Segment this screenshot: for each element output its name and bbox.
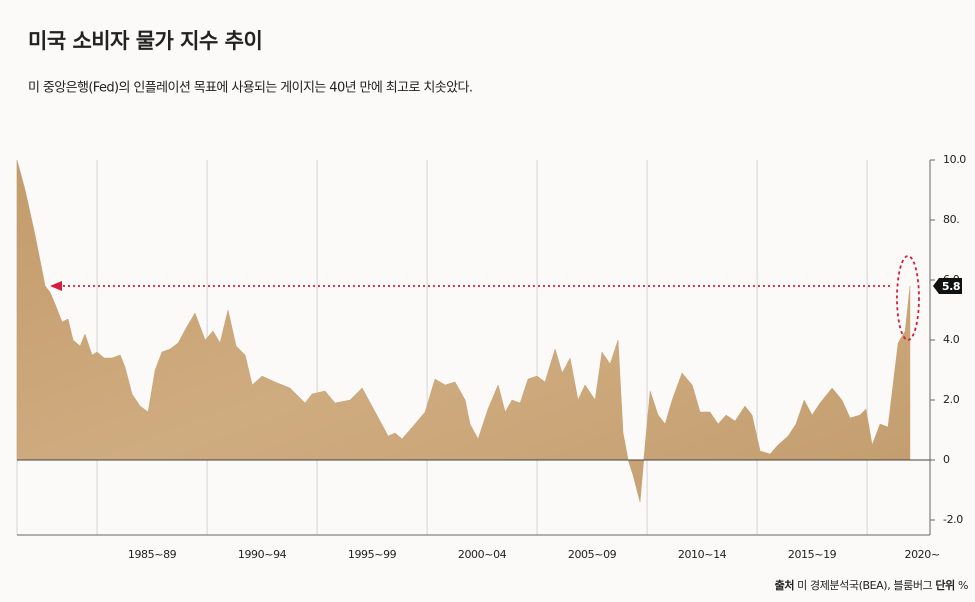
value-tag-label: 5.8 bbox=[942, 280, 960, 293]
unit-label: 단위 bbox=[935, 578, 954, 592]
chart-subtitle: 미 중앙은행(Fed)의 인플레이션 목표에 사용되는 게이지는 40년 만에 … bbox=[28, 80, 472, 96]
area bbox=[16, 159, 911, 503]
y-tick-label: 0 bbox=[943, 453, 950, 466]
arrow-head bbox=[50, 281, 62, 291]
source-note: 출처 미 경제분석국(BEA), 블룸버그 단위 % bbox=[775, 578, 968, 592]
x-tick-label: 1985~89 bbox=[128, 548, 177, 561]
x-tick-label: 2000~04 bbox=[458, 548, 507, 561]
source-label: 출처 bbox=[775, 578, 794, 592]
unit: % bbox=[958, 579, 968, 592]
highlight-ellipse bbox=[896, 255, 920, 341]
y-tick-label: 80. bbox=[943, 213, 959, 226]
x-tick-label: 1990~94 bbox=[238, 548, 287, 561]
x-tick-label: 2010~14 bbox=[678, 548, 727, 561]
chart-title: 미국 소비자 물가 지수 추이 bbox=[28, 29, 262, 53]
x-tick-label: 2015~19 bbox=[788, 548, 837, 561]
x-tick-label: 2020~ bbox=[904, 548, 939, 561]
y-tick-label: 10.0 bbox=[943, 153, 966, 166]
value-tag bbox=[933, 278, 962, 294]
x-tick-label: 1995~99 bbox=[348, 548, 397, 561]
y-tick-label: 4.0 bbox=[943, 333, 960, 346]
x-tick-label: 2005~09 bbox=[568, 548, 617, 561]
y-tick-label: -2.0 bbox=[943, 513, 963, 526]
source: 미 경제분석국(BEA), 블룸버그 bbox=[797, 579, 932, 592]
y-tick-label: 2.0 bbox=[943, 393, 960, 406]
